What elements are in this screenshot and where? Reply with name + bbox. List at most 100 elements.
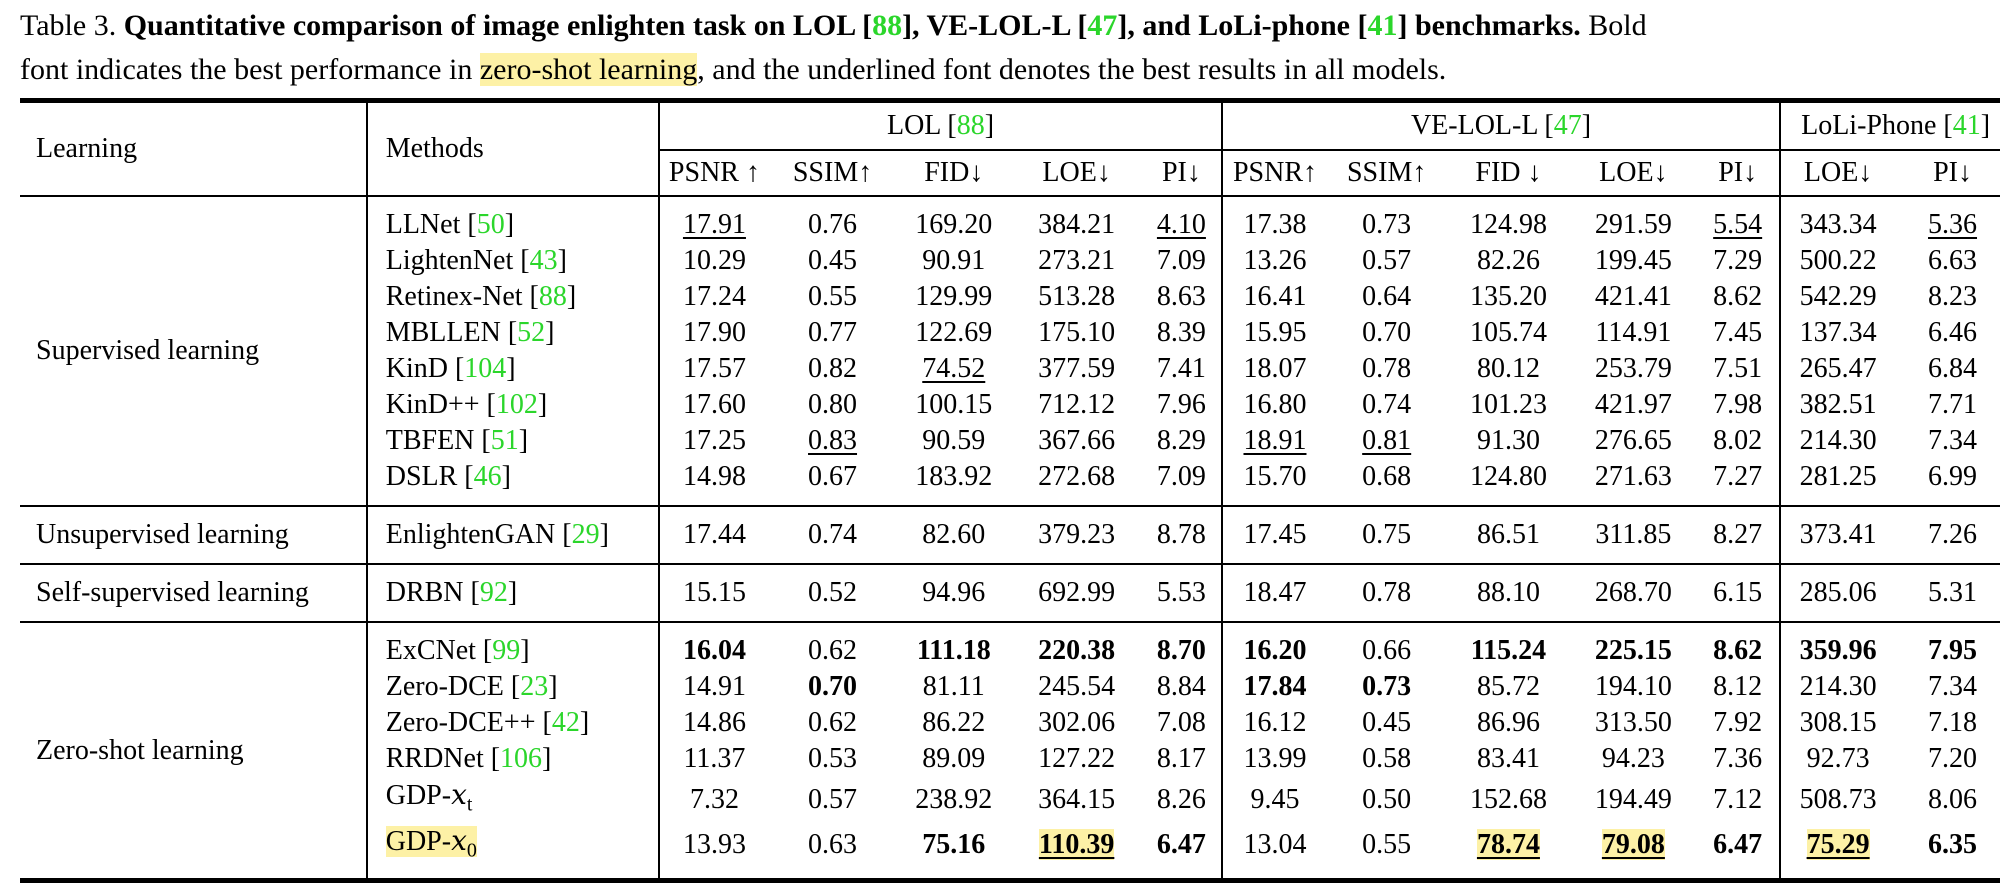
table-row: LightenNet [43] 10.29 0.45 90.91 273.21 7.09 1… [20,243,2000,279]
metric-value-text: 5.31 [1928,577,1978,608]
metric-value: 0.70 [1327,315,1446,351]
metric-value-text: 285.06 [1799,577,1877,608]
gap-cell [1571,495,1696,506]
metric-value-text: 18.07 [1243,353,1307,384]
metric-value-text: 8.39 [1156,317,1206,348]
method-label: EnlightenGAN [29] [385,519,609,550]
table-caption: Table 3. Quantitative comparison of imag… [20,4,2000,92]
caption-body-continued: font indicates the best performance in [20,53,480,86]
metric-value: 7.32 [658,777,769,823]
metric-value-text: 7.12 [1713,783,1763,815]
metric-value: 74.52 [896,351,1011,387]
metric-value: 500.22 [1779,243,1896,279]
section-gap [20,507,2000,517]
metric-value: 0.74 [769,517,897,553]
metric-value: 110.39 [1011,823,1142,869]
metric-value-text: 225.15 [1594,635,1672,666]
section-gap [20,197,2000,207]
metric-value: 100.15 [896,387,1011,423]
metric-value: 0.64 [1327,279,1446,315]
metric-value-text: 382.51 [1799,389,1877,420]
method-label: TBFEN [51] [385,425,529,456]
metric-value-text: 14.91 [682,671,746,702]
metric-value: 271.63 [1571,459,1696,495]
metric-value-text: 15.95 [1243,317,1307,348]
gap-cell [769,553,897,564]
metric-value: 8.39 [1142,315,1222,351]
method-name: Retinex-Net [88] [365,279,660,315]
metric-value: 245.54 [1011,669,1142,705]
metric-value-text: 10.29 [682,245,746,276]
metric-value-text: 0.45 [1362,707,1412,738]
metric-value-text: 105.74 [1469,317,1547,348]
metric-value: 6.47 [1696,823,1780,869]
gap-cell [1327,623,1446,633]
gap-cell [896,507,1011,517]
table-row: Retinex-Net [88] 17.24 0.55 129.99 513.28 8.6… [20,279,2000,315]
metric-value-text: 17.44 [682,519,746,550]
metric-value-text: 16.12 [1243,707,1307,738]
method-label: GDP-x0 [385,823,477,862]
gap-cell [1696,553,1780,564]
metric-value-text: 513.28 [1038,281,1116,312]
metric-value: 17.25 [658,423,769,459]
section-gap [20,565,2000,575]
table-row: Unsupervised learning EnlightenGAN [29] 17… [20,517,2000,553]
metric-value: 7.27 [1696,459,1780,495]
method-name: DRBN [92] [365,575,660,611]
metric-value-text: 271.63 [1594,461,1672,492]
header-metric: LOE↓ [1042,157,1111,188]
metric-value-text: 92.73 [1806,743,1870,774]
metric-value: 0.76 [769,207,897,243]
citation-ref: 92 [479,577,508,608]
metric-value-text: 194.49 [1594,783,1672,815]
gap-cell [1779,623,1896,633]
metric-value: 111.18 [896,633,1011,669]
metric-value: 183.92 [896,459,1011,495]
metric-value: 16.20 [1220,633,1328,669]
metric-value-text: 5.54 [1713,209,1763,240]
metric-value: 16.04 [658,633,769,669]
metric-value-text: 6.63 [1928,245,1978,276]
metric-value-text: 0.74 [808,519,858,550]
metric-value: 6.35 [1895,823,2000,869]
metric-value: 0.70 [769,669,897,705]
metric-value: 17.45 [1220,517,1328,553]
metric-value: 124.98 [1446,207,1570,243]
metric-value-text: 500.22 [1799,245,1877,276]
gap-cell [896,611,1011,622]
metric-value: 82.60 [896,517,1011,553]
metric-value-text: 14.86 [682,707,746,738]
metric-value-text: 85.72 [1476,671,1540,702]
metric-value: 6.84 [1895,351,2000,387]
metric-value-text: 169.20 [915,209,993,240]
metric-value-text: 291.59 [1594,209,1672,240]
metric-value: 175.10 [1011,315,1142,351]
metric-value-text: 135.20 [1469,281,1547,312]
method-name: GDP-x0 [365,822,660,869]
gap-cell [1142,495,1222,506]
metric-value: 92.73 [1779,741,1896,777]
metric-value-text: 111.18 [916,635,991,666]
metric-value-text: 7.95 [1928,635,1978,666]
metric-value-text: 421.41 [1594,281,1672,312]
metric-value-text: 0.66 [1362,635,1412,666]
metric-value: 253.79 [1571,351,1696,387]
section-learning: Self-supervised learning [36,577,309,608]
gap-cell [1570,868,1697,883]
caption-title: Quantitative comparison of image enlight… [123,9,1581,42]
gap-cell [1220,611,1328,622]
header-learning: Learning [20,98,367,196]
metric-value: 291.59 [1571,207,1696,243]
table-row: GDP-xt 7.32 0.57 238.92 364.15 8.26 9.45 0.50 15… [20,777,2000,823]
metric-value-text: 343.34 [1799,209,1877,240]
metric-value: 7.41 [1142,351,1222,387]
gap-cell [658,197,769,207]
metric-value-text: 7.41 [1156,353,1206,384]
gap-cell [20,868,367,883]
metric-value-text: 183.92 [915,461,993,492]
gap-cell [365,495,660,506]
gap-cell [1895,197,2000,207]
metric-value-text: 265.47 [1799,353,1877,384]
metric-value: 276.65 [1571,423,1696,459]
